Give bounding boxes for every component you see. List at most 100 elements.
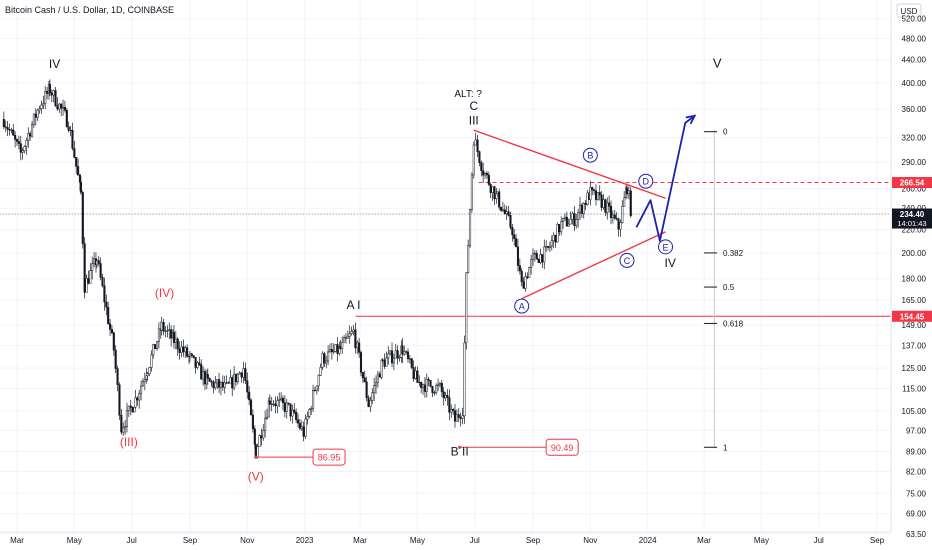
candle-body <box>146 373 149 376</box>
candle-body <box>489 184 492 193</box>
candle-body <box>526 276 529 278</box>
y-tick-label: 82.00 <box>906 467 927 476</box>
candle-body <box>21 150 24 153</box>
candle-body <box>617 218 620 230</box>
candle-body <box>496 191 499 194</box>
candle-body <box>105 301 108 308</box>
wave-circle <box>514 298 530 314</box>
wave-label: ALT: ? <box>454 89 482 100</box>
candle-body <box>134 397 137 408</box>
wave-projection-path <box>635 115 696 242</box>
candle-body <box>468 209 472 246</box>
candle-body <box>350 331 353 334</box>
candle-body <box>609 206 613 219</box>
candle-body <box>184 347 187 353</box>
candle-body <box>390 350 394 364</box>
candle-body <box>152 344 155 356</box>
candle-body <box>29 133 32 137</box>
price-axis[interactable]: USD 520.00 480.00 440.00 400.00 360.00 320.00… <box>890 0 932 550</box>
candle-body <box>405 351 408 353</box>
candle-body <box>550 240 553 247</box>
y-tick-label: 400.00 <box>902 79 927 88</box>
candle-body <box>116 368 119 386</box>
candle-body <box>227 382 230 384</box>
candle-body <box>200 364 203 380</box>
y-tick-label: 69.00 <box>906 510 927 519</box>
candle-body <box>62 106 65 109</box>
candle-body <box>528 267 531 278</box>
candle-body <box>295 412 298 421</box>
candle-body <box>554 234 557 243</box>
candle-body <box>545 246 548 248</box>
candle-body <box>285 402 288 412</box>
candle-body <box>265 416 269 419</box>
candle-body <box>120 414 123 433</box>
candle-body <box>219 381 223 388</box>
candle-body <box>427 378 430 381</box>
candle-body <box>385 357 388 367</box>
candle-body <box>580 204 583 214</box>
fib-level-label: 0 <box>723 128 728 137</box>
wave-label: IV <box>665 256 676 270</box>
candle-body <box>114 349 117 369</box>
candle-body <box>472 144 475 176</box>
candle-body <box>376 373 379 383</box>
candle-body <box>262 430 265 439</box>
candle-body <box>485 173 488 176</box>
y-tick-label: 520.00 <box>902 15 927 24</box>
candle-body <box>234 373 238 382</box>
candle-body <box>225 382 228 384</box>
candle-body <box>438 383 442 386</box>
candle-body <box>133 406 136 413</box>
candle-body <box>487 174 490 185</box>
candle-body <box>629 190 632 217</box>
candle-body <box>231 377 234 389</box>
candle-body <box>236 373 239 382</box>
candle-body <box>97 260 100 264</box>
y-tick-label: 63.50 <box>906 530 927 539</box>
currency-box[interactable] <box>896 3 922 18</box>
candle-body <box>327 351 330 362</box>
time-axis[interactable]: Mar May Jul Sep Nov 2023 Mar May Jul Sep Nov 2024 Ma… <box>0 531 891 545</box>
candle-body <box>32 113 35 125</box>
y-tick-label: 260.00 <box>902 185 927 194</box>
candle-body <box>421 384 425 388</box>
candle-body <box>289 403 292 417</box>
candle-body <box>192 355 195 358</box>
candle-body <box>182 346 185 353</box>
x-tick-label: Jul <box>814 536 824 545</box>
y-tick-label: 200.00 <box>902 249 927 258</box>
candle-body <box>218 379 221 388</box>
candle-body <box>300 426 303 429</box>
candle-body <box>89 270 92 284</box>
candle-body <box>256 446 259 458</box>
candle-body <box>348 333 351 337</box>
candle-body <box>129 405 132 408</box>
candle-body <box>12 129 15 136</box>
candle-body <box>210 381 213 383</box>
candle-body <box>546 246 550 248</box>
wave-label: (III) <box>120 435 138 449</box>
candle-body <box>67 126 70 131</box>
candle-body <box>6 127 9 130</box>
candle-body <box>416 370 419 383</box>
candle-body <box>474 139 477 146</box>
candle-body <box>334 344 337 352</box>
candle-body <box>359 352 363 373</box>
level-box-label: 90.49 <box>551 443 574 453</box>
candle-body <box>202 371 205 380</box>
y-tick-label: 115.00 <box>902 385 926 394</box>
x-tick-label: 2023 <box>296 536 314 545</box>
candle-body <box>258 435 261 447</box>
candle-body <box>503 209 506 214</box>
candle-body <box>484 173 487 176</box>
candle-body <box>606 202 609 213</box>
candle-body <box>369 400 372 407</box>
candle-body <box>164 330 167 332</box>
candle-body <box>138 393 141 401</box>
candle-body <box>433 392 436 394</box>
candle-body <box>537 258 540 263</box>
wave-circle-label: A <box>519 302 525 312</box>
candle-body <box>296 419 300 424</box>
